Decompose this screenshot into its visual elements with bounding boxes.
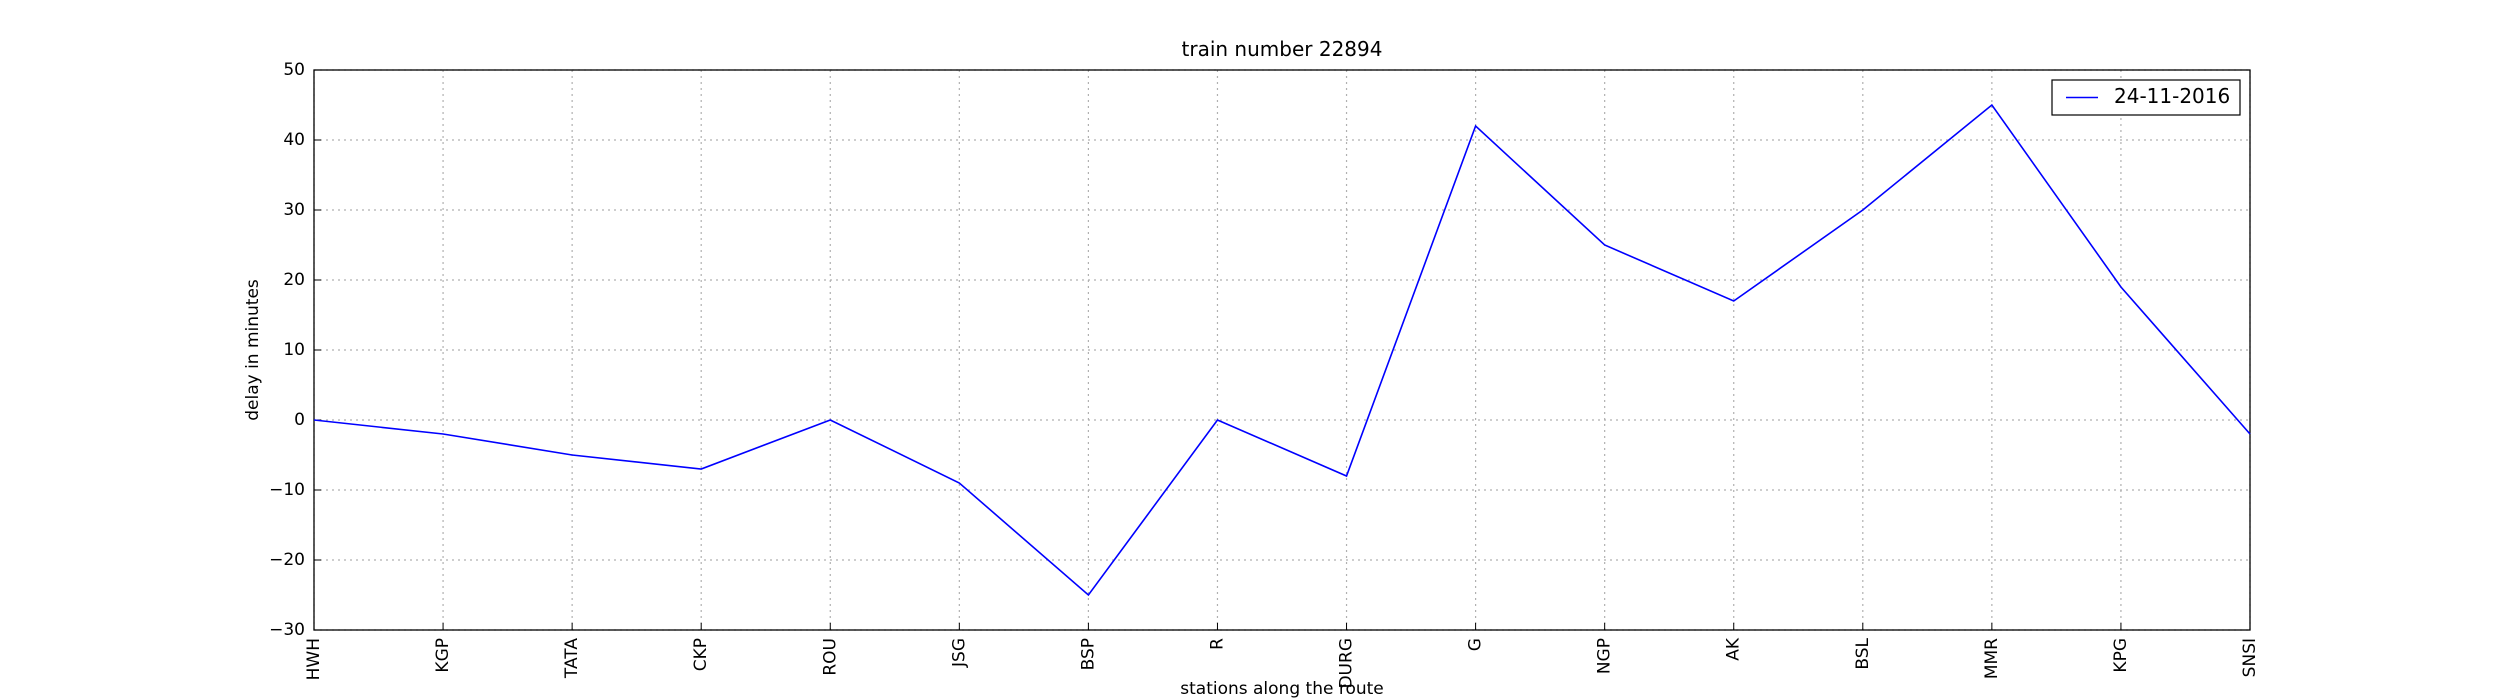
y-tick-label: −30 xyxy=(269,620,305,640)
x-tick-label: SNSI xyxy=(2240,638,2260,677)
y-tick-label: −10 xyxy=(269,480,305,500)
legend-label: 24-11-2016 xyxy=(2114,84,2230,108)
y-tick-label: −20 xyxy=(269,550,305,570)
x-tick-label: BSP xyxy=(1078,638,1098,670)
x-tick-label: KPG xyxy=(2111,638,2131,673)
x-tick-label: G xyxy=(1466,638,1486,651)
x-tick-label: BSL xyxy=(1853,637,1873,669)
line-series xyxy=(313,103,2251,597)
plot-frame xyxy=(313,69,2251,631)
y-tick-label: 20 xyxy=(283,270,305,290)
x-tick-label: JSG xyxy=(949,638,969,668)
chart-title: train number 22894 xyxy=(1182,37,1383,61)
x-tick-label: R xyxy=(1207,638,1227,650)
x-tick-label: KGP xyxy=(433,638,453,673)
x-tick-label: NGP xyxy=(1595,638,1615,674)
y-tick-label: 50 xyxy=(283,60,305,80)
y-tick-label: 10 xyxy=(283,340,305,360)
y-tick-label: 30 xyxy=(283,200,305,220)
x-axis-label: stations along the route xyxy=(1180,679,1384,699)
y-tick-label: 40 xyxy=(283,130,305,150)
x-tick-label: DURG xyxy=(1337,638,1357,689)
x-tick-label: CKP xyxy=(691,638,711,671)
y-axis-label: delay in minutes xyxy=(243,279,263,421)
x-tick-label: AK xyxy=(1724,637,1744,661)
x-tick-label: TATA xyxy=(562,638,582,679)
x-tick-label: ROU xyxy=(820,638,840,676)
x-tick-label: HWH xyxy=(304,638,324,680)
y-tick-label: 0 xyxy=(294,410,305,430)
x-tick-label: MMR xyxy=(1982,638,2002,679)
